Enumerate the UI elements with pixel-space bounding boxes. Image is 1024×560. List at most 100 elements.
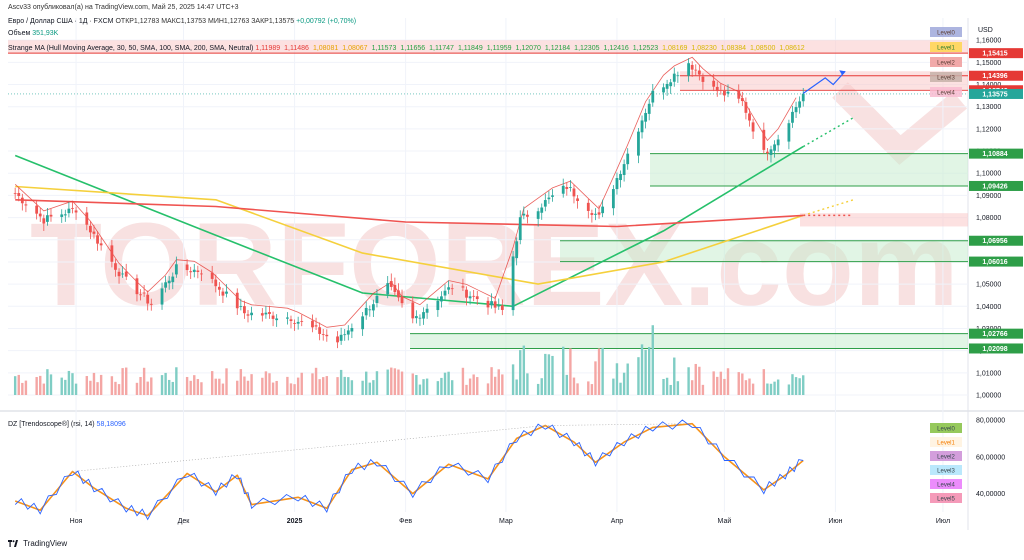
rsi-level-tag bbox=[930, 437, 962, 447]
ma-value: 1,08384 bbox=[720, 45, 747, 52]
volume-bar bbox=[436, 381, 440, 395]
candle-body bbox=[712, 80, 716, 87]
tradingview-footer[interactable]: TradingView bbox=[8, 539, 67, 548]
candle-body bbox=[511, 256, 515, 311]
candle-body bbox=[88, 225, 92, 233]
candle-body bbox=[225, 291, 228, 294]
ohlc-high: МАКС1,13753 bbox=[161, 18, 207, 25]
volume-bar bbox=[794, 377, 798, 395]
volume-bar bbox=[71, 373, 74, 395]
volume-bar bbox=[519, 350, 522, 395]
price-zone bbox=[560, 240, 968, 262]
candle-body bbox=[243, 306, 246, 314]
ma-value: 1,11747 bbox=[429, 45, 454, 52]
publisher-line: Ascv33 опубликовал(а) на TradingView.com… bbox=[8, 4, 239, 11]
candle-body bbox=[343, 334, 347, 336]
ma-value: 1,12305 bbox=[574, 45, 600, 52]
volume-bar bbox=[268, 373, 271, 395]
candle-body bbox=[389, 281, 393, 287]
ma-label[interactable]: Strange MA (Hull Moving Average, 30, 50,… bbox=[8, 45, 254, 52]
volume-bar bbox=[787, 384, 791, 395]
candle-body bbox=[35, 205, 39, 214]
volume-bar bbox=[737, 372, 740, 395]
volume-bar bbox=[748, 378, 751, 395]
ohlc-low: МИН1,12763 bbox=[208, 18, 250, 25]
candle-body bbox=[293, 323, 296, 324]
oscillator-legend: DZ [Trendoscope®] (rsi, 14) 58,18096 bbox=[8, 421, 126, 428]
volume-bar bbox=[665, 377, 669, 395]
volume-bar bbox=[597, 348, 601, 395]
ma-value: 1,08067 bbox=[342, 45, 368, 52]
candle-body bbox=[576, 198, 579, 201]
volume-bar bbox=[49, 374, 53, 395]
time-tick: Июл bbox=[936, 518, 950, 525]
price-level-label: 1,06956 bbox=[982, 238, 1007, 245]
oscillator-label[interactable]: DZ [Trendoscope®] (rsi, 14) bbox=[8, 421, 95, 428]
ma-value: 1,08500 bbox=[750, 45, 776, 52]
volume-bar bbox=[615, 363, 619, 395]
candle-body bbox=[67, 208, 71, 214]
volume-bar bbox=[587, 381, 590, 395]
rsi-trendline bbox=[72, 425, 546, 472]
candle-body bbox=[235, 292, 239, 309]
volume-bar bbox=[465, 384, 468, 395]
candle-body bbox=[568, 187, 572, 188]
candle-body bbox=[411, 302, 415, 319]
candle-body bbox=[24, 204, 28, 206]
price-level-label: 1,10884 bbox=[982, 151, 1007, 158]
candle-body bbox=[246, 314, 250, 316]
candle-body bbox=[640, 120, 644, 133]
candle-body bbox=[500, 305, 504, 310]
volume-bar bbox=[261, 377, 264, 395]
candle-body bbox=[687, 63, 690, 76]
volume-bar bbox=[296, 377, 300, 395]
volume-label[interactable]: Объем bbox=[8, 30, 31, 37]
volume-bar bbox=[74, 383, 78, 395]
candle-body bbox=[336, 336, 339, 343]
price-axis: 1,160001,150001,140001,130001,120001,110… bbox=[969, 27, 1023, 498]
volume-bar bbox=[515, 379, 518, 395]
candle-body bbox=[590, 213, 594, 215]
candle-body bbox=[586, 202, 590, 211]
candle-body bbox=[250, 312, 253, 316]
volume-bar bbox=[322, 377, 325, 395]
candle-body bbox=[85, 212, 89, 225]
volume-bar bbox=[415, 375, 418, 395]
rsi-level-tag-label: Level2 bbox=[937, 455, 955, 461]
candle-body bbox=[701, 76, 705, 82]
symbol-name[interactable]: Евро / Доллар США · 1Д · FXCM bbox=[8, 18, 114, 25]
candle-body bbox=[174, 264, 178, 275]
rsi-level-tag-label: Level0 bbox=[937, 427, 955, 433]
time-axis: Ноя Дек 2025 Фев Мар Апр Май Июн Июл bbox=[70, 517, 950, 525]
candle-body bbox=[196, 270, 200, 272]
candle-body bbox=[121, 273, 125, 275]
volume-bar bbox=[522, 345, 526, 395]
volume-bar bbox=[96, 382, 99, 395]
volume-bar bbox=[723, 378, 726, 395]
candle-body bbox=[200, 273, 203, 275]
volume-bar bbox=[146, 381, 149, 395]
volume-bar bbox=[476, 377, 479, 395]
price-level-label: 1,14396 bbox=[982, 73, 1007, 80]
volume-bar bbox=[372, 380, 375, 395]
candle-body bbox=[185, 264, 189, 271]
candle-body bbox=[289, 319, 293, 322]
rsi-level-tag-label: Level5 bbox=[937, 497, 955, 503]
volume-bar bbox=[210, 371, 214, 395]
candle-body bbox=[311, 320, 314, 328]
candle-body bbox=[773, 144, 776, 151]
ma50-projection bbox=[802, 117, 854, 148]
candle-body bbox=[171, 276, 175, 283]
candle-body bbox=[637, 131, 640, 156]
level-tag-label: Level1 bbox=[937, 46, 955, 52]
symbol-line: Евро / Доллар США · 1Д · FXCM ОТКР1,1278… bbox=[8, 18, 356, 25]
ohlc-close: ЗАКР1,13575 bbox=[251, 18, 295, 25]
volume-bar bbox=[511, 364, 515, 395]
volume-bar bbox=[350, 380, 354, 395]
candle-body bbox=[436, 300, 440, 311]
volume-bar bbox=[150, 377, 153, 395]
candle-body bbox=[626, 153, 630, 165]
level-tag bbox=[930, 87, 962, 97]
volume-bar bbox=[311, 373, 314, 395]
